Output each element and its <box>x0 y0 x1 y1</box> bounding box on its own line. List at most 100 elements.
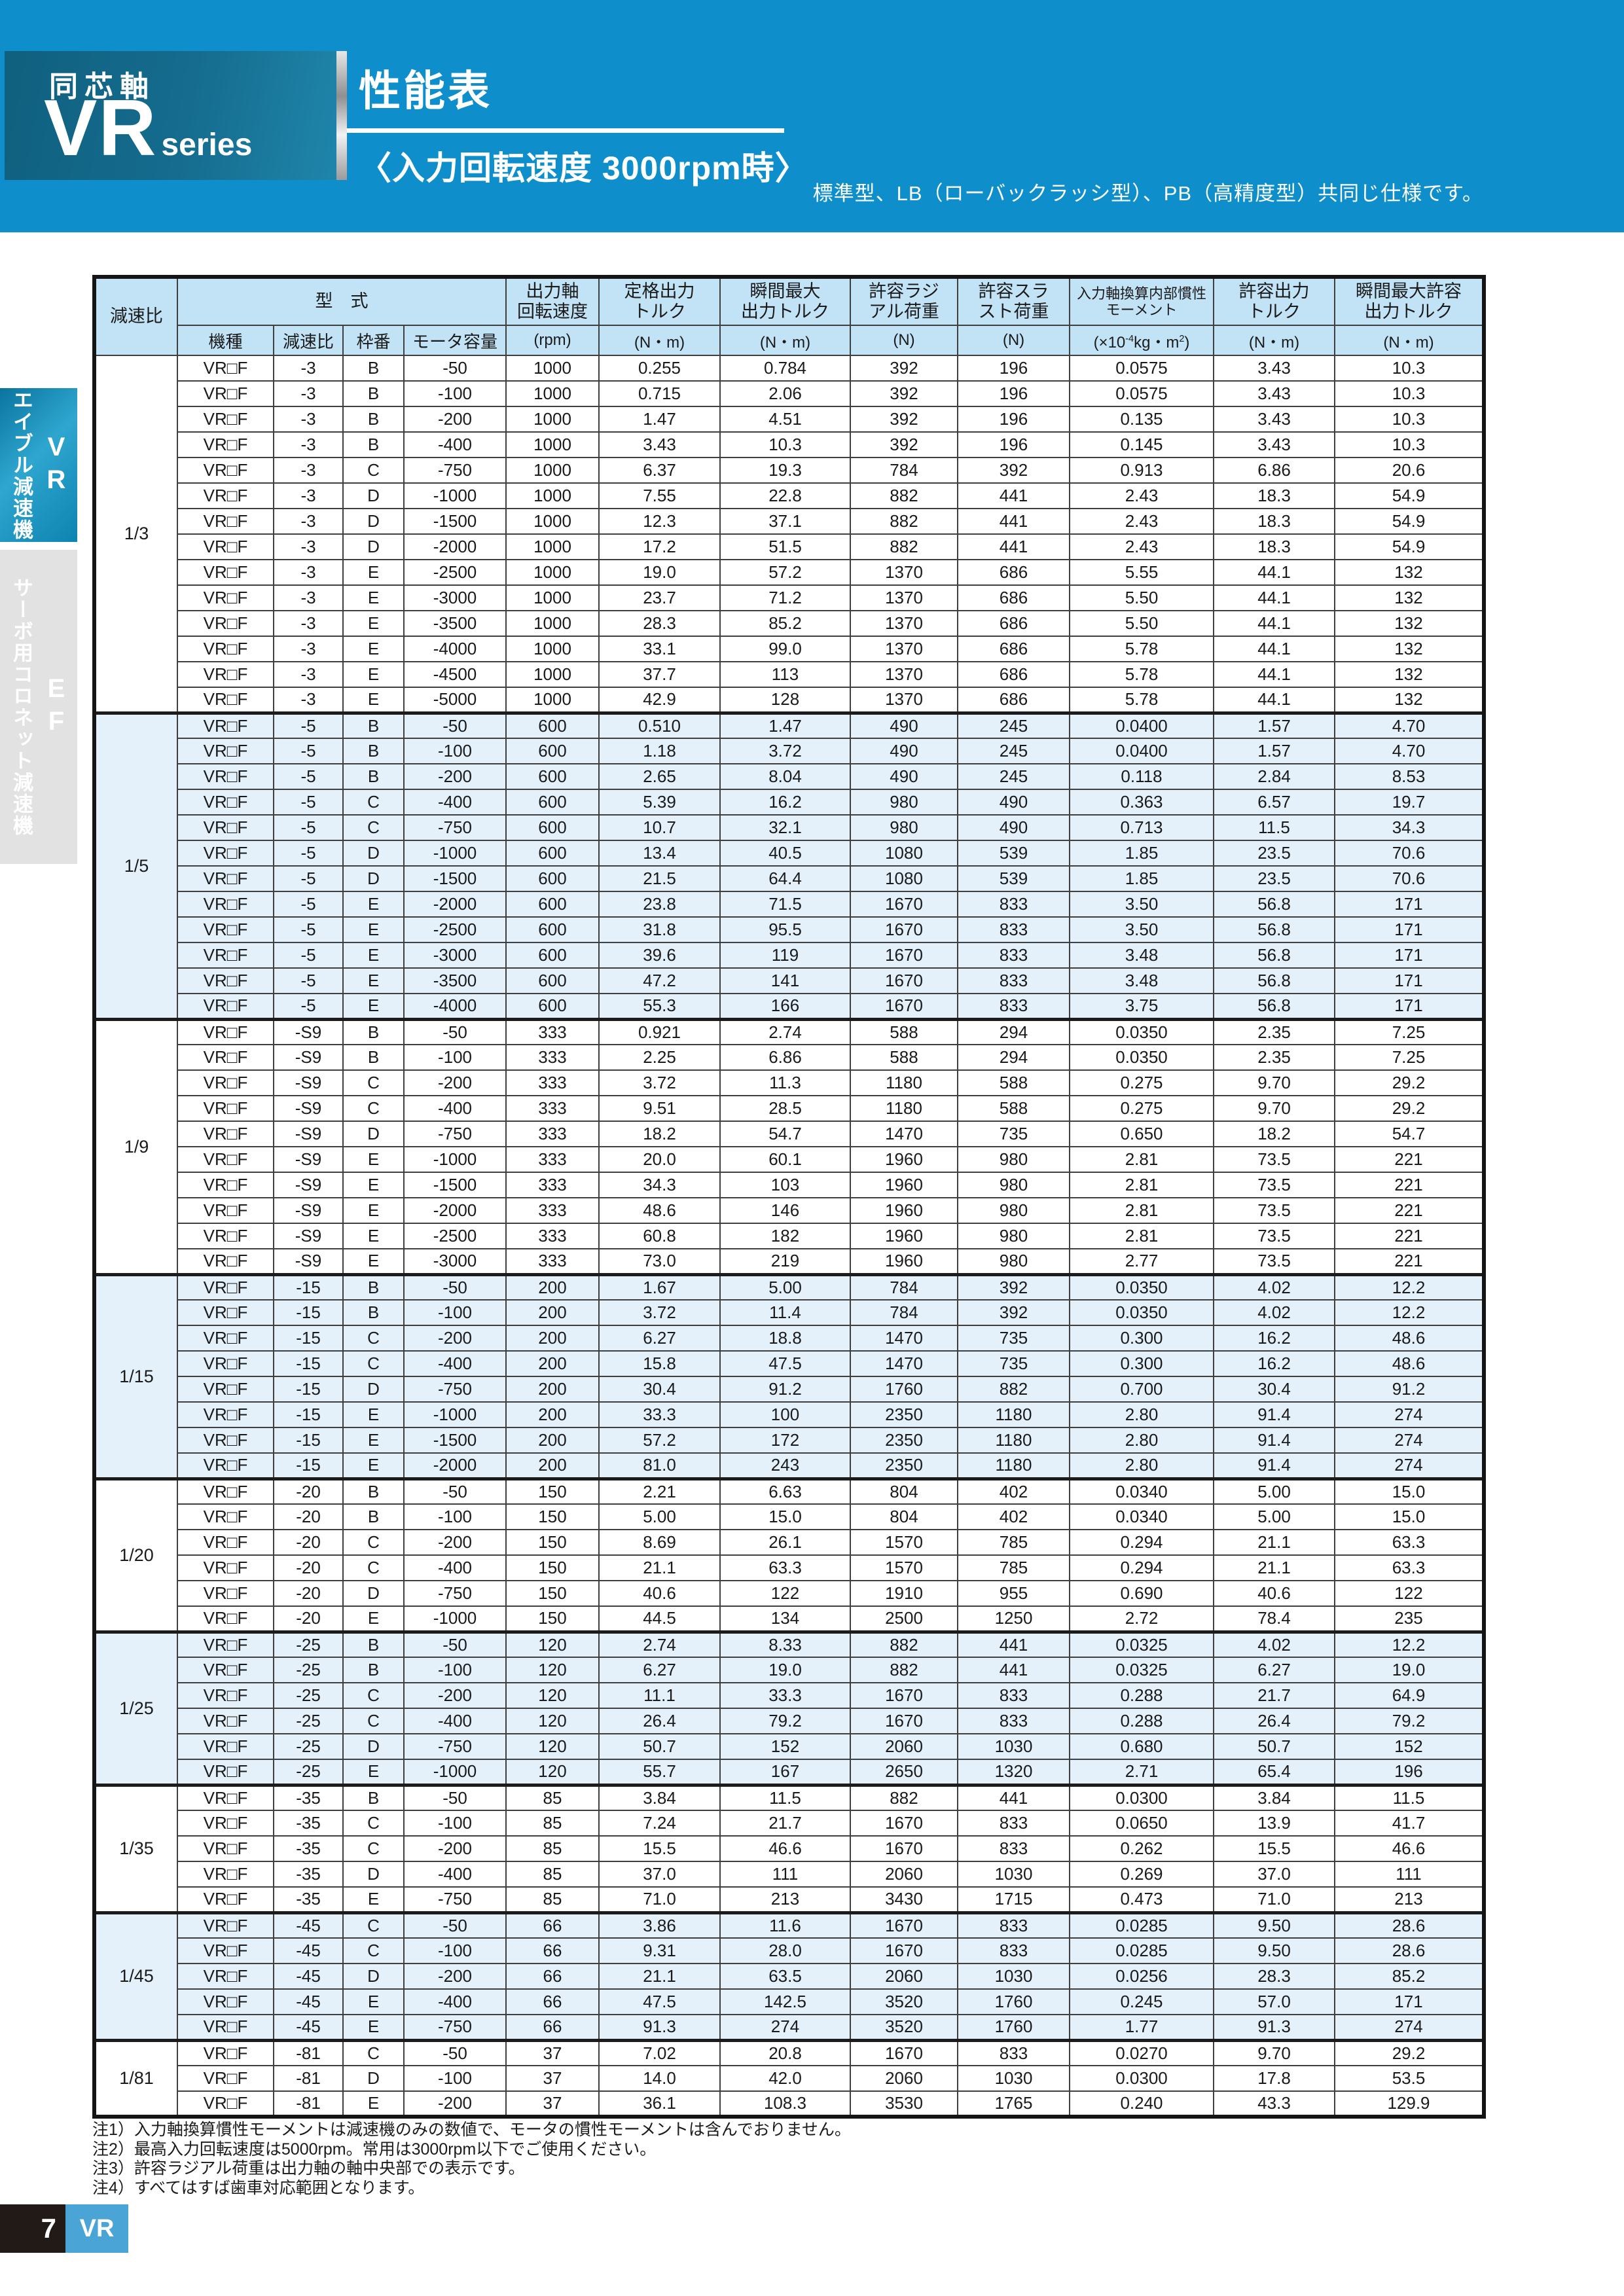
thrust-load-cell: 1765 <box>957 2090 1070 2117</box>
motor-capacity-cell: -3500 <box>403 610 507 637</box>
machine-model-cell: VR□F <box>177 1477 274 1505</box>
output-speed-cell: 85 <box>505 1835 600 1862</box>
radial-load-cell: 392 <box>850 380 958 407</box>
frame-size-cell: B <box>342 1783 405 1811</box>
output-speed-cell: 150 <box>505 1605 600 1632</box>
max-allowable-torque-cell: 132 <box>1334 687 1485 713</box>
table-row: VR□F -15 E -2000 200 81.0 243 2350 1180 2.80 91.4 2… <box>94 1452 1485 1479</box>
frame-size-cell: D <box>342 1733 405 1760</box>
sidebar-tab-vr-code: VR <box>42 432 71 498</box>
output-speed-cell: 120 <box>505 1708 600 1734</box>
frame-size-cell: D <box>342 840 405 867</box>
table-row: 1/81 VR□F -81 C -50 37 7.02 20.8 1670 833 0.0270 9.… <box>94 2038 1485 2117</box>
frame-size-cell: C <box>342 1069 405 1096</box>
table-row: VR□F -25 B -100 120 6.27 19.0 882 441 0.0325 6.27 1… <box>94 1657 1485 1683</box>
table-row: VR□F -3 D -1000 1000 7.55 22.8 882 441 2.43 18.3 54… <box>94 482 1485 509</box>
allowable-torque-cell: 6.27 <box>1213 1657 1335 1683</box>
table-row: VR□F -25 E -1000 120 55.7 167 2650 1320 2.71 65.4 1… <box>94 1759 1485 1785</box>
frame-size-cell: E <box>342 993 405 1020</box>
unit-output-speed: (rpm) <box>505 325 600 356</box>
output-speed-cell: 200 <box>505 1427 600 1454</box>
radial-load-cell: 2060 <box>850 1963 958 1990</box>
gear-ratio-cell: -S9 <box>273 1069 344 1096</box>
rated-torque-cell: 6.27 <box>598 1325 721 1352</box>
thrust-load-cell: 833 <box>957 916 1070 943</box>
radial-load-cell: 1570 <box>850 1529 958 1556</box>
table-row: VR□F -3 E -3500 1000 28.3 85.2 1370 686 5.50 44.1 1… <box>94 610 1485 637</box>
frame-size-cell: E <box>342 1452 405 1479</box>
inertia-moment-cell: 3.50 <box>1069 891 1214 918</box>
table-row: VR□F -5 E -3500 600 47.2 141 1670 833 3.48 56.8 171 <box>94 967 1485 994</box>
gear-ratio-cell: -35 <box>273 1810 344 1837</box>
thrust-load-cell: 833 <box>957 2038 1070 2066</box>
output-speed-cell: 85 <box>505 1861 600 1888</box>
frame-size-cell: E <box>342 1886 405 1913</box>
frame-size-cell: B <box>342 406 405 433</box>
max-allowable-torque-cell: 132 <box>1334 636 1485 662</box>
output-speed-cell: 333 <box>505 1223 600 1249</box>
rated-torque-cell: 48.6 <box>598 1197 721 1224</box>
radial-load-cell: 980 <box>850 789 958 816</box>
output-speed-cell: 37 <box>505 2038 600 2066</box>
max-instant-torque-cell: 33.3 <box>719 1682 851 1709</box>
max-instant-torque-cell: 166 <box>719 993 851 1020</box>
machine-model-cell: VR□F <box>177 1248 274 1275</box>
allowable-torque-cell: 1.57 <box>1213 711 1335 739</box>
table-row: VR□F -81 D -100 37 14.0 42.0 2060 1030 0.0300 17.8… <box>94 2065 1485 2092</box>
thrust-load-cell: 1760 <box>957 2014 1070 2041</box>
output-speed-cell: 85 <box>505 1886 600 1913</box>
col-header-max-instant-torque: 瞬間最大 出力トルク <box>719 276 851 326</box>
inertia-moment-cell: 0.680 <box>1069 1733 1214 1760</box>
gear-ratio-cell: -25 <box>273 1630 344 1658</box>
output-speed-cell: 1000 <box>505 661 600 688</box>
rated-torque-cell: 33.3 <box>598 1401 721 1428</box>
table-row: 1/25 VR□F -25 B -50 120 2.74 8.33 882 441 0.0325 4.… <box>94 1630 1485 1785</box>
frame-size-cell: E <box>342 559 405 586</box>
inertia-moment-cell: 2.80 <box>1069 1452 1214 1479</box>
inertia-moment-cell: 0.0340 <box>1069 1503 1214 1530</box>
output-speed-cell: 600 <box>505 967 600 994</box>
gear-ratio-cell: -5 <box>273 814 344 841</box>
frame-size-cell: B <box>342 1477 405 1505</box>
inertia-moment-cell: 0.0285 <box>1069 1910 1214 1939</box>
machine-model-cell: VR□F <box>177 1503 274 1530</box>
max-allowable-torque-cell: 171 <box>1334 916 1485 943</box>
unit-max-instant-torque: (N・m) <box>719 325 851 356</box>
frame-size-cell: B <box>342 355 405 382</box>
thrust-load-cell: 833 <box>957 993 1070 1020</box>
motor-capacity-cell: -4000 <box>403 993 507 1020</box>
rated-torque-cell: 3.72 <box>598 1299 721 1326</box>
output-speed-cell: 150 <box>505 1554 600 1581</box>
note-line-4: 注4）すべてはすば歯車対応範囲となります。 <box>92 2178 425 2197</box>
machine-model-cell: VR□F <box>177 355 274 382</box>
inertia-moment-cell: 1.85 <box>1069 865 1214 892</box>
output-speed-cell: 150 <box>505 1477 600 1505</box>
radial-load-cell: 2350 <box>850 1452 958 1479</box>
output-speed-cell: 1000 <box>505 559 600 586</box>
gear-ratio-cell: -25 <box>273 1708 344 1734</box>
table-row: VR□F -S9 E -2500 333 60.8 182 1960 980 2.81 73.5 22… <box>94 1223 1485 1249</box>
radial-load-cell: 1370 <box>850 584 958 611</box>
subheader-frame: 枠番 <box>342 325 405 356</box>
inertia-moment-cell: 0.300 <box>1069 1350 1214 1377</box>
thrust-load-cell: 833 <box>957 1835 1070 1862</box>
radial-load-cell: 490 <box>850 763 958 790</box>
gear-ratio-cell: -5 <box>273 916 344 943</box>
inertia-moment-cell: 1.77 <box>1069 2014 1214 2041</box>
machine-model-cell: VR□F <box>177 738 274 764</box>
motor-capacity-cell: -750 <box>403 1121 507 1147</box>
max-instant-torque-cell: 3.72 <box>719 738 851 764</box>
output-speed-cell: 1000 <box>505 355 600 382</box>
table-row: VR□F -5 D -1500 600 21.5 64.4 1080 539 1.85 23.5 70… <box>94 865 1485 892</box>
table-row: VR□F -5 C -400 600 5.39 16.2 980 490 0.363 6.57 19.… <box>94 789 1485 816</box>
gear-ratio-cell: -20 <box>273 1554 344 1581</box>
max-allowable-torque-cell: 63.3 <box>1334 1554 1485 1581</box>
max-instant-torque-cell: 11.4 <box>719 1299 851 1326</box>
frame-size-cell: C <box>342 1529 405 1556</box>
inertia-moment-cell: 2.80 <box>1069 1401 1214 1428</box>
note-line-1: 注1）入力軸換算慣性モーメントは減速機のみの数値で、モータの慣性モーメントは含ん… <box>92 2121 851 2139</box>
allowable-torque-cell: 4.02 <box>1213 1299 1335 1326</box>
motor-capacity-cell: -2000 <box>403 1452 507 1479</box>
table-row: VR□F -15 E -1000 200 33.3 100 2350 1180 2.80 91.4 2… <box>94 1401 1485 1428</box>
